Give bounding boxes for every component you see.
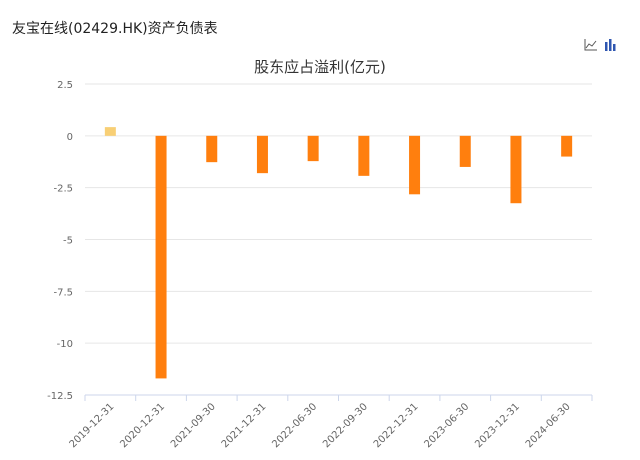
y-tick-label: -7.5 [53,287,73,298]
page-title: 友宝在线(02429.HK)资产负债表 [12,21,218,37]
y-tick-label: -2.5 [53,184,73,195]
chart-toolbar [584,38,618,51]
bar [459,135,471,167]
bar [561,135,573,157]
bar-chart-icon[interactable] [604,38,618,51]
x-tick-label: 2023-12-31 [473,401,522,450]
x-tick-label: 2022-12-31 [372,401,421,450]
x-axis [84,394,593,401]
bar [104,127,116,136]
bar [155,135,167,379]
y-tick-label: 0 [67,132,73,143]
y-tick-label: 2.5 [57,80,73,91]
line-chart-icon[interactable] [584,38,598,51]
x-tick-label: 2023-06-30 [422,401,471,450]
bar-series [104,127,573,379]
x-axis-ticks: 2019-12-31 2020-12-31 2021-09-30 2021-12-31… [68,401,573,450]
bar [307,135,319,162]
chart-title: 股东应占溢利(亿元) [254,58,386,76]
bar [206,135,218,163]
x-tick-label: 2021-09-30 [169,401,218,450]
y-axis-ticks: 2.5 0 -2.5 -5 -7.5 -10 -12.5 [47,80,73,402]
x-tick-label: 2019-12-31 [68,401,117,450]
x-tick-label: 2024-06-30 [524,401,573,450]
y-tick-label: -12.5 [47,391,73,402]
y-tick-label: -10 [57,339,73,350]
bar [358,135,370,176]
x-tick-label: 2022-09-30 [321,401,370,450]
x-tick-label: 2020-12-31 [118,401,167,450]
x-tick-label: 2021-12-31 [220,401,269,450]
bar [510,135,522,204]
bar [256,135,268,174]
y-tick-label: -5 [63,236,73,247]
bar [409,135,421,195]
x-tick-label: 2022-06-30 [270,401,319,450]
